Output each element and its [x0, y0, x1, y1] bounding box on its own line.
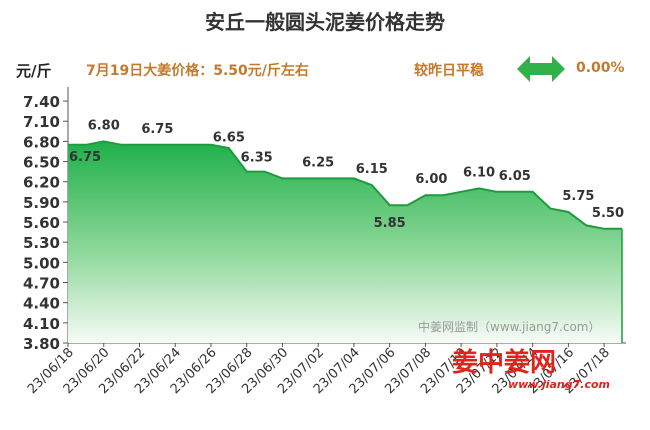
data-label: 6.25 [302, 155, 334, 170]
y-tick-label: 7.10 [23, 113, 60, 131]
chart-title: 安丘一般圆头泥姜价格走势 [205, 10, 445, 34]
price-line [68, 140, 622, 230]
y-tick-label: 5.00 [23, 254, 60, 272]
double-arrow-icon [517, 56, 565, 82]
watermark-text: 中姜网监制（www.jiang7.com） [418, 319, 600, 334]
data-label: 6.80 [88, 118, 120, 133]
y-axis: 3.80 4.10 4.40 4.70 5.00 5.30 5.60 5.90 6.20 6.50… [23, 87, 69, 353]
price-note: 7月19日大姜价格：5.50元/斤左右 [86, 63, 309, 79]
y-tick-label: 5.30 [23, 234, 60, 252]
y-tick-label: 4.40 [23, 295, 60, 313]
data-labels: 6.75 6.80 6.75 6.65 6.35 6.25 6.15 5.85 6.00 6.10… [69, 118, 624, 231]
data-label: 6.75 [69, 150, 101, 165]
y-tick-label: 4.70 [23, 275, 60, 293]
data-label: 5.75 [562, 189, 594, 204]
y-tick-label: 6.50 [23, 154, 60, 172]
y-tick-label: 5.90 [23, 194, 60, 212]
watermark: 中姜网监制（www.jiang7.com） 姜中姜网 www.jiang7.co… [418, 319, 610, 391]
y-axis-unit: 元/斤 [16, 62, 52, 80]
compare-text: 较昨日平稳 [414, 63, 484, 79]
y-tick-label: 6.20 [23, 174, 60, 192]
y-tick-label: 3.80 [23, 335, 60, 353]
price-area [68, 141, 622, 343]
data-label: 5.85 [374, 216, 406, 231]
compare-percent: 0.00% [576, 60, 625, 76]
y-tick-label: 5.60 [23, 214, 60, 232]
data-label: 6.65 [213, 130, 245, 145]
price-series [68, 140, 623, 343]
y-tick-label: 6.80 [23, 133, 60, 151]
data-label: 6.05 [499, 169, 531, 184]
watermark-logo-url: www.jiang7.com [508, 378, 610, 391]
watermark-logo: 姜中姜网 [452, 347, 556, 378]
y-tick-label: 7.40 [23, 93, 60, 111]
data-label: 6.75 [141, 122, 173, 137]
data-label: 5.50 [592, 206, 624, 221]
data-label: 6.00 [415, 172, 447, 187]
data-label: 6.15 [356, 162, 388, 177]
data-label: 6.35 [241, 151, 273, 166]
data-label: 6.10 [463, 165, 495, 180]
y-tick-label: 4.10 [23, 315, 60, 333]
